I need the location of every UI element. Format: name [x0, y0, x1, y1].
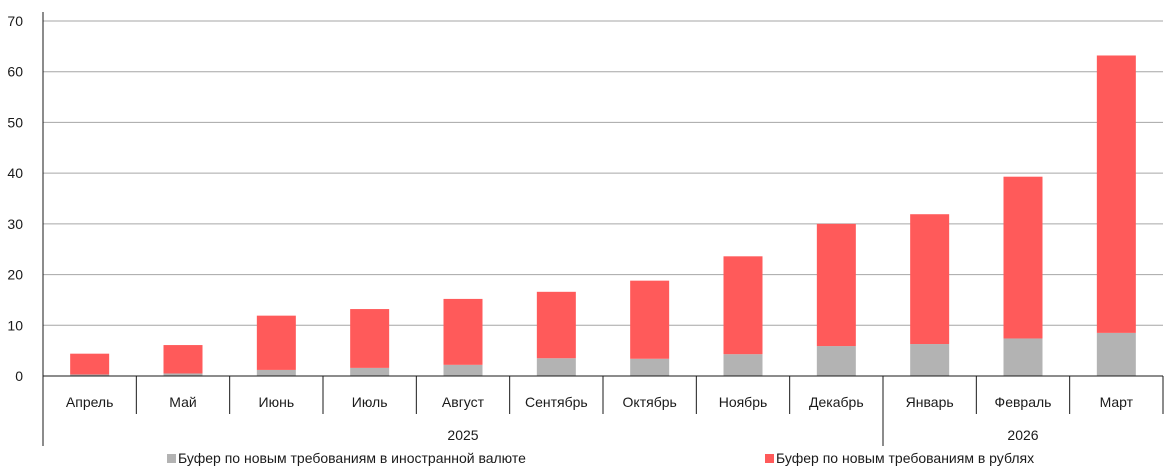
- legend-label-foreign: Буфер по новым требованиям в иностранной…: [178, 450, 526, 466]
- bar-segment-foreign: [816, 346, 856, 376]
- year-label: 2026: [1007, 427, 1038, 443]
- bar-segment-foreign: [70, 374, 110, 376]
- bar-segment-rubles: [1096, 55, 1136, 333]
- bar-segment-rubles: [536, 291, 576, 359]
- y-tick-label: 40: [7, 165, 23, 181]
- y-tick-label: 0: [15, 368, 23, 384]
- x-tick-label: Сентябрь: [525, 394, 588, 410]
- y-tick-label: 10: [7, 317, 23, 333]
- x-tick-label: Ноябрь: [719, 394, 768, 410]
- bar-segment-rubles: [256, 315, 296, 370]
- bar-segment-rubles: [70, 353, 110, 375]
- x-tick-label: Февраль: [995, 394, 1052, 410]
- bar-segment-foreign: [536, 358, 576, 376]
- bar-segment-foreign: [1003, 338, 1043, 376]
- x-tick-label: Август: [442, 394, 485, 410]
- bar-segment-rubles: [723, 256, 763, 355]
- x-tick-label: Декабрь: [809, 394, 864, 410]
- bar-segment-rubles: [1003, 176, 1043, 339]
- bar-segment-foreign: [350, 367, 390, 376]
- x-tick-label: Июль: [352, 394, 388, 410]
- bar-segment-foreign: [630, 358, 670, 376]
- x-tick-label: Апрель: [66, 394, 114, 410]
- bar-segment-rubles: [163, 345, 203, 374]
- x-tick-label: Июнь: [259, 394, 295, 410]
- y-tick-label: 30: [7, 216, 23, 232]
- y-tick-label: 60: [7, 64, 23, 80]
- bar-segment-rubles: [816, 223, 856, 347]
- bar-segment-foreign: [910, 344, 950, 376]
- legend-item-rubles: Буфер по новым требованиям в рублях: [765, 450, 1034, 466]
- y-tick-label: 50: [7, 114, 23, 130]
- bar-segment-foreign: [1096, 332, 1136, 376]
- y-tick-label: 70: [7, 13, 23, 29]
- bar-segment-rubles: [443, 298, 483, 365]
- x-tick-label: Март: [1100, 394, 1134, 410]
- bar-segment-rubles: [350, 309, 390, 368]
- year-label: 2025: [447, 427, 478, 443]
- bar-segment-foreign: [163, 373, 203, 376]
- legend-item-foreign: Буфер по новым требованиям в иностранной…: [167, 450, 526, 466]
- x-tick-label: Май: [169, 394, 196, 410]
- x-tick-label: Октябрь: [623, 394, 677, 410]
- x-tick-label: Январь: [906, 394, 954, 410]
- legend-label-rubles: Буфер по новым требованиям в рублях: [776, 450, 1035, 466]
- bar-segment-rubles: [910, 214, 950, 345]
- legend-swatch-rubles: [765, 453, 774, 463]
- legend-swatch-foreign: [167, 453, 176, 463]
- bar-segment-rubles: [630, 280, 670, 359]
- bar-segment-foreign: [443, 364, 483, 376]
- bar-segment-foreign: [723, 354, 763, 376]
- y-tick-label: 20: [7, 267, 23, 283]
- bar-segment-foreign: [256, 369, 296, 376]
